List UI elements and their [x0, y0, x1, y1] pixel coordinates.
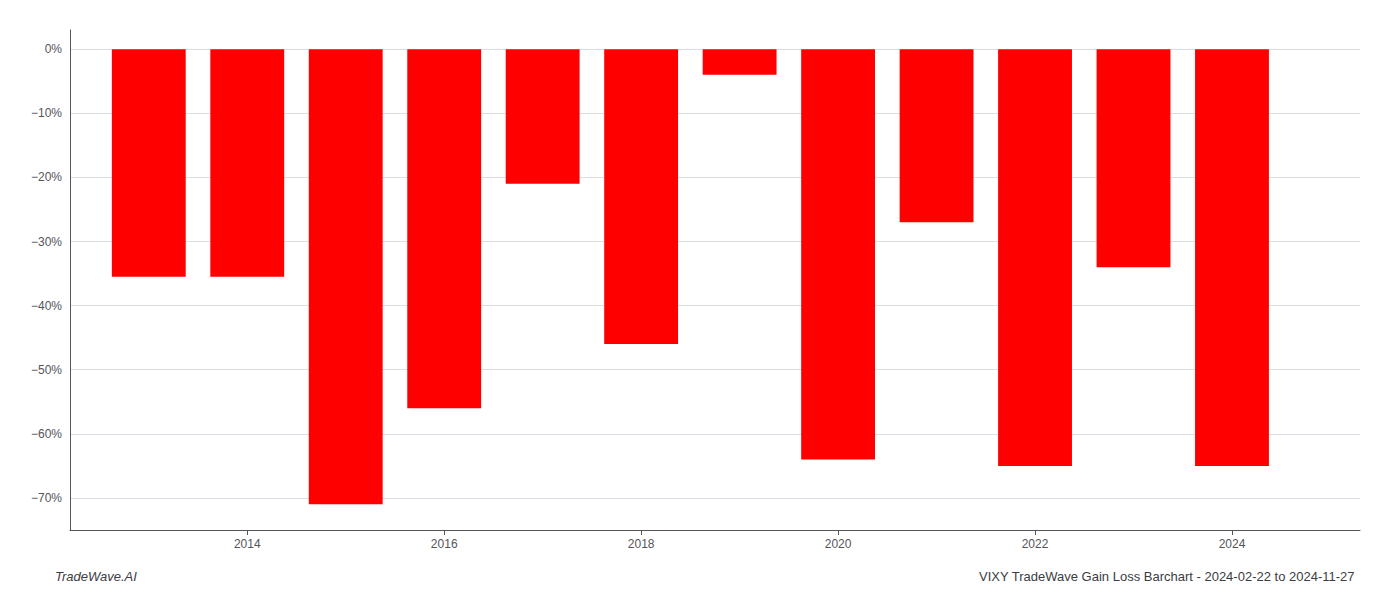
- svg-text:−10%: −10%: [31, 106, 62, 120]
- svg-text:−70%: −70%: [31, 491, 62, 505]
- svg-text:2018: 2018: [628, 537, 655, 551]
- svg-text:2020: 2020: [825, 537, 852, 551]
- svg-text:−50%: −50%: [31, 363, 62, 377]
- svg-text:−30%: −30%: [31, 235, 62, 249]
- svg-text:0%: 0%: [45, 42, 63, 56]
- svg-text:2014: 2014: [234, 537, 261, 551]
- svg-text:VIXY TradeWave Gain Loss Barch: VIXY TradeWave Gain Loss Barchart - 2024…: [979, 569, 1355, 584]
- svg-text:−60%: −60%: [31, 427, 62, 441]
- svg-text:2016: 2016: [431, 537, 458, 551]
- svg-text:2024: 2024: [1219, 537, 1246, 551]
- svg-text:−40%: −40%: [31, 299, 62, 313]
- svg-text:−20%: −20%: [31, 170, 62, 184]
- svg-text:2022: 2022: [1022, 537, 1049, 551]
- svg-text:TradeWave.AI: TradeWave.AI: [55, 569, 137, 584]
